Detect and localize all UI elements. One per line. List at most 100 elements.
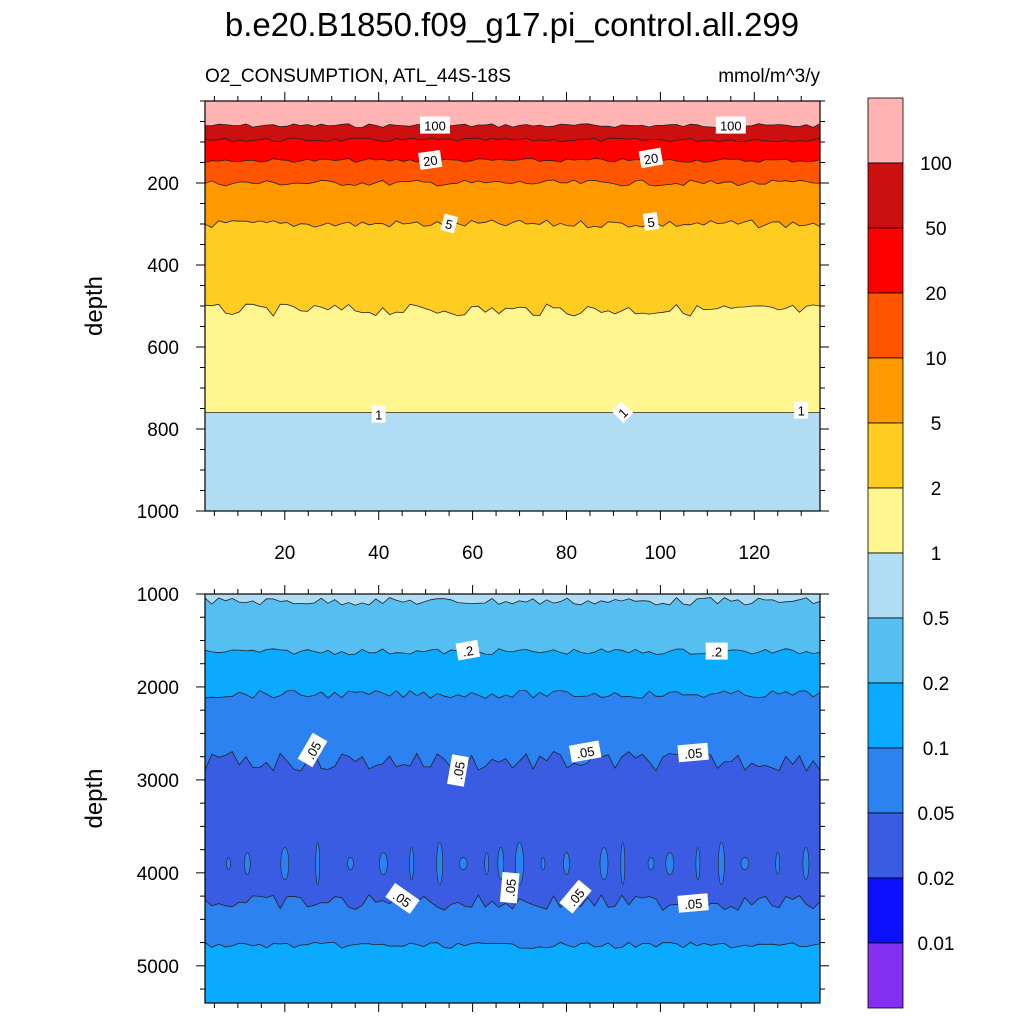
- contour-line-1: [205, 597, 820, 606]
- colorbar-label: 2: [931, 479, 942, 500]
- contour-label: 20: [418, 149, 443, 170]
- contour-label: 5: [440, 213, 459, 234]
- contour-line-6: [205, 941, 820, 949]
- contour-spot: [347, 857, 354, 870]
- colorbar-label: 0.2: [923, 674, 949, 695]
- x-tick-label: 40: [368, 543, 389, 564]
- colorbar-swatch: [867, 162, 904, 229]
- contour-label: 5: [642, 212, 660, 231]
- x-tick-label: 80: [556, 543, 577, 564]
- colorbar-swatch: [867, 292, 904, 359]
- colorbar-swatch: [867, 747, 904, 814]
- panel-2: 1000 2000 3000 4000 5000 depth .2 .2 .05 .05 .05 .0…: [81, 585, 829, 1012]
- y-tick-label: 4000: [137, 864, 179, 885]
- colorbar-swatch: [867, 942, 904, 1009]
- colorbar-swatch: [867, 617, 904, 684]
- colorbar-label: 1: [931, 544, 942, 565]
- colorbar: 100 50 20 10 5 2 1 0.5 0.2 0.1 0.05 0.02 0.01: [867, 97, 955, 1009]
- y-tick-label: 200: [147, 174, 179, 195]
- colorbar-swatch: [867, 422, 904, 489]
- contour-label: 20: [638, 147, 664, 169]
- contour-spot: [599, 847, 609, 880]
- units-label: mmol/m^3/y: [718, 66, 820, 87]
- y-tick-label: 1000: [137, 585, 179, 606]
- contour-label: .2: [455, 639, 481, 661]
- svg-text:5: 5: [444, 216, 455, 232]
- colorbar-swatch: [867, 682, 904, 749]
- contour-label: 1: [371, 405, 386, 423]
- colorbar-label: 0.05: [918, 804, 955, 825]
- svg-text:.2: .2: [711, 645, 722, 660]
- colorbar-swatch: [867, 812, 904, 879]
- svg-text:.05: .05: [684, 896, 703, 913]
- contour-spot: [740, 857, 750, 870]
- contour-spot: [802, 847, 810, 880]
- y-tick-label: 1000: [137, 502, 179, 523]
- contour-line-4: [205, 179, 820, 187]
- svg-text:20: 20: [422, 152, 438, 169]
- contour-spot: [458, 857, 468, 870]
- contour-line-5: [205, 219, 820, 229]
- x-tick-label: 20: [274, 543, 295, 564]
- chart-title: b.e20.B1850.f09_g17.pi_control.all.299: [225, 6, 799, 43]
- contour-label: 100: [715, 116, 746, 134]
- colorbar-label: 20: [925, 284, 946, 305]
- contour-label: .05: [499, 871, 520, 904]
- svg-text:1: 1: [798, 404, 805, 419]
- contour-line-6: [205, 303, 820, 317]
- y-axis-label: depth: [81, 768, 108, 828]
- contour-line-5: [205, 894, 820, 911]
- svg-text:.05: .05: [575, 744, 595, 762]
- contour-spot: [775, 852, 781, 875]
- contour-spot: [315, 842, 321, 885]
- contour-label: .05: [677, 742, 709, 763]
- contour-spot: [563, 852, 570, 875]
- contour-spot: [226, 857, 231, 870]
- svg-text:100: 100: [424, 119, 446, 134]
- y-tick-label: 400: [147, 256, 179, 277]
- y-tick-label: 2000: [137, 678, 179, 699]
- y-tick-label: 3000: [137, 771, 179, 792]
- contour-line-3: [205, 158, 820, 163]
- contour-spot: [665, 852, 675, 875]
- colorbar-swatch: [867, 97, 904, 164]
- contour-line-2: [205, 137, 820, 143]
- y-tick-label: 800: [147, 420, 179, 441]
- svg-text:.05: .05: [450, 760, 468, 780]
- colorbar-swatch: [867, 227, 904, 294]
- contour-spot: [436, 842, 444, 885]
- colorbar-label: 100: [920, 154, 952, 175]
- y-tick-label: 600: [147, 338, 179, 359]
- contour-spot: [497, 847, 505, 880]
- y-axis-label: depth: [81, 276, 108, 336]
- colorbar-swatch: [867, 552, 904, 619]
- svg-text:.05: .05: [502, 878, 519, 897]
- colorbar-label: 5: [931, 414, 942, 435]
- svg-text:20: 20: [643, 150, 660, 167]
- contour-spot: [280, 847, 290, 880]
- contour-bands: [205, 594, 820, 1003]
- contour-label: .05: [677, 893, 709, 913]
- contour-label: 1: [611, 401, 634, 424]
- plot-frame: [204, 593, 821, 1004]
- contour-spot: [647, 857, 655, 870]
- contour-label: .05: [568, 740, 602, 763]
- colorbar-label: 0.1: [923, 739, 949, 760]
- contour-spot: [409, 847, 414, 880]
- svg-text:.05: .05: [684, 745, 703, 762]
- contour-label: .2: [705, 642, 728, 660]
- contour-spot: [379, 852, 388, 875]
- svg-text:5: 5: [646, 214, 655, 230]
- colorbar-swatch: [867, 487, 904, 554]
- svg-text:.2: .2: [461, 643, 474, 660]
- colorbar-label: 0.01: [918, 934, 955, 955]
- svg-text:100: 100: [720, 119, 742, 134]
- variable-label: O2_CONSUMPTION, ATL_44S-18S: [205, 66, 511, 87]
- contour-label: .05: [447, 754, 469, 787]
- contour-spot: [244, 852, 251, 875]
- colorbar-label: 0.02: [918, 869, 955, 890]
